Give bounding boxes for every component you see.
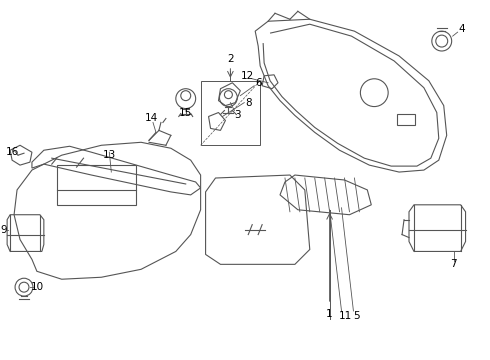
Text: 8: 8 <box>245 98 251 108</box>
Text: 9: 9 <box>1 225 7 235</box>
Text: 4: 4 <box>458 24 465 34</box>
Bar <box>200 81 260 145</box>
Text: 15: 15 <box>179 108 193 117</box>
Text: 3: 3 <box>234 109 241 120</box>
Text: 13: 13 <box>103 150 116 160</box>
Text: 12: 12 <box>241 71 254 81</box>
Text: 5: 5 <box>353 311 360 321</box>
Bar <box>397 113 415 125</box>
Text: 1: 1 <box>326 309 333 319</box>
Text: 16: 16 <box>5 147 19 157</box>
Text: 6: 6 <box>255 78 262 88</box>
Text: 11: 11 <box>339 311 352 321</box>
Text: 14: 14 <box>145 113 158 123</box>
Bar <box>57 165 136 205</box>
Text: 7: 7 <box>450 259 457 269</box>
Text: 2: 2 <box>227 54 234 64</box>
Text: 10: 10 <box>30 282 44 292</box>
